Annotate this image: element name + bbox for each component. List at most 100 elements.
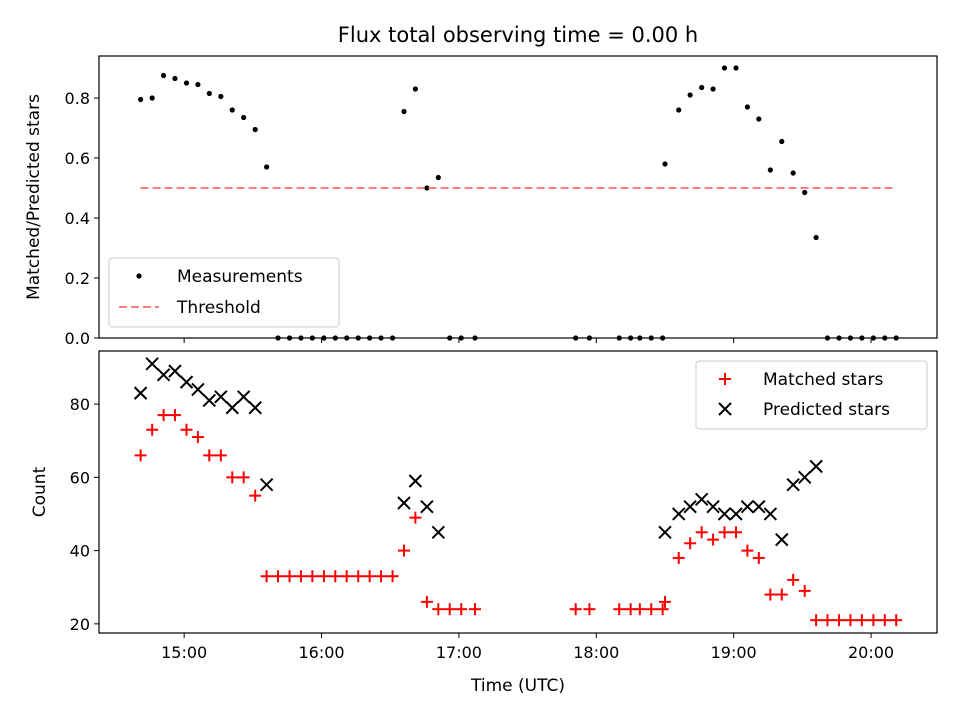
matched-stars-point [657,603,669,615]
measurements-point [253,127,258,132]
matched-stars-point [169,409,181,421]
measurements-point [207,91,212,96]
matched-stars-point [398,545,410,557]
matched-stars-point [158,409,170,421]
matched-stars-point [867,614,879,626]
matched-stars-point [634,603,646,615]
matched-stars-point [753,552,765,564]
matched-stars-point [469,603,481,615]
top-y-tick-label: 0.6 [65,149,90,168]
measurements-point [264,164,269,169]
predicted-stars-point [398,497,410,509]
measurements-point [733,65,738,70]
matched-stars-point [341,570,353,582]
matched-stars-point [203,449,215,461]
legend-marker-measurements [136,273,141,278]
x-tick-label: 18:00 [573,643,619,662]
top-y-tick-label: 0.4 [65,209,90,228]
matched-stars-point [181,424,193,436]
measurements-point [413,86,418,91]
top-y-tick-label: 0.0 [65,329,90,348]
legend-label-threshold: Threshold [176,298,261,318]
top-y-axis-label: Matched/Predicted stars [24,94,44,300]
legend-label-predicted-stars: Predicted stars [763,400,890,420]
top-y-tick-label: 0.2 [65,269,90,288]
measurements-point [184,80,189,85]
x-tick-label: 19:00 [711,643,757,662]
predicted-stars-point [696,493,708,505]
matched-stars-point [387,570,399,582]
measurements-point [699,85,704,90]
legend-label-measurements: Measurements [177,267,303,287]
measurements-point [138,97,143,102]
matched-stars-point [613,603,625,615]
matched-stars-point [192,431,204,443]
chart-title: Flux total observing time = 0.00 h [338,23,698,47]
predicted-stars-point [261,479,273,491]
x-tick-label: 15:00 [161,643,207,662]
matched-stars-point [741,545,753,557]
bottom-y-tick-label: 40 [70,542,90,561]
measurements-point [756,116,761,121]
measurements-point [688,92,693,97]
matched-stars-point [764,589,776,601]
predicted-stars-point [203,394,215,406]
matched-stars-point [707,534,719,546]
bottom-legend: Matched stars Predicted stars [696,361,927,429]
matched-stars-point [810,614,822,626]
predicted-stars-point [764,508,776,520]
matched-stars-point [890,614,902,626]
legend-label-matched-stars: Matched stars [763,370,883,390]
matched-stars-point [226,471,238,483]
predicted-stars-point [169,365,181,377]
matched-stars-point [822,614,834,626]
measurements-point [230,107,235,112]
predicted-stars-point [753,501,765,513]
measurements-point [676,107,681,112]
matched-stars-point [696,526,708,538]
predicted-stars-point [707,501,719,513]
predicted-stars-point [810,460,822,472]
x-tick-label: 17:00 [436,643,482,662]
top-legend: Measurements Threshold [109,258,339,327]
matched-stars-point [364,570,376,582]
predicted-stars-point [741,501,753,513]
measurements-point [802,190,807,195]
predicted-stars-point [146,358,158,370]
predicted-stars-point [135,387,147,399]
measurements-point [241,115,246,120]
matched-stars-point [249,490,261,502]
top-y-tick-label: 0.8 [65,89,90,108]
measurements-point [779,139,784,144]
measurements-point [401,109,406,114]
matched-stars-point [730,526,742,538]
measurements-point [710,86,715,91]
x-tick-label: 16:00 [298,643,344,662]
measurements-point [436,175,441,180]
x-tick-label: 20:00 [848,643,894,662]
matched-stars-point [409,512,421,524]
predicted-stars-point [409,475,421,487]
matched-stars-point [444,603,456,615]
measurements-point [745,104,750,109]
matched-stars-point [352,570,364,582]
bottom-panel: 2040608015:00 16:00 17:00 18:00 19:00 20:00 C… [30,351,937,696]
matched-stars-point [146,424,158,436]
matched-stars-point [455,603,467,615]
predicted-stars-point [799,471,811,483]
matched-stars-point [375,570,387,582]
predicted-stars-point [659,526,671,538]
top-panel: 0.00.20.40.60.8 Matched/Predicted stars … [24,56,937,348]
matched-stars-point [215,449,227,461]
bottom-y-tick-label: 20 [70,615,90,634]
measurements-point [195,82,200,87]
predicted-stars-point [787,479,799,491]
matched-stars-point [659,596,671,608]
matched-stars-point [570,603,582,615]
predicted-stars-point [226,402,238,414]
bottom-y-tick-label: 80 [70,395,90,414]
predicted-stars-point [249,402,261,414]
measurements-point [662,161,667,166]
predicted-stars-point [238,391,250,403]
